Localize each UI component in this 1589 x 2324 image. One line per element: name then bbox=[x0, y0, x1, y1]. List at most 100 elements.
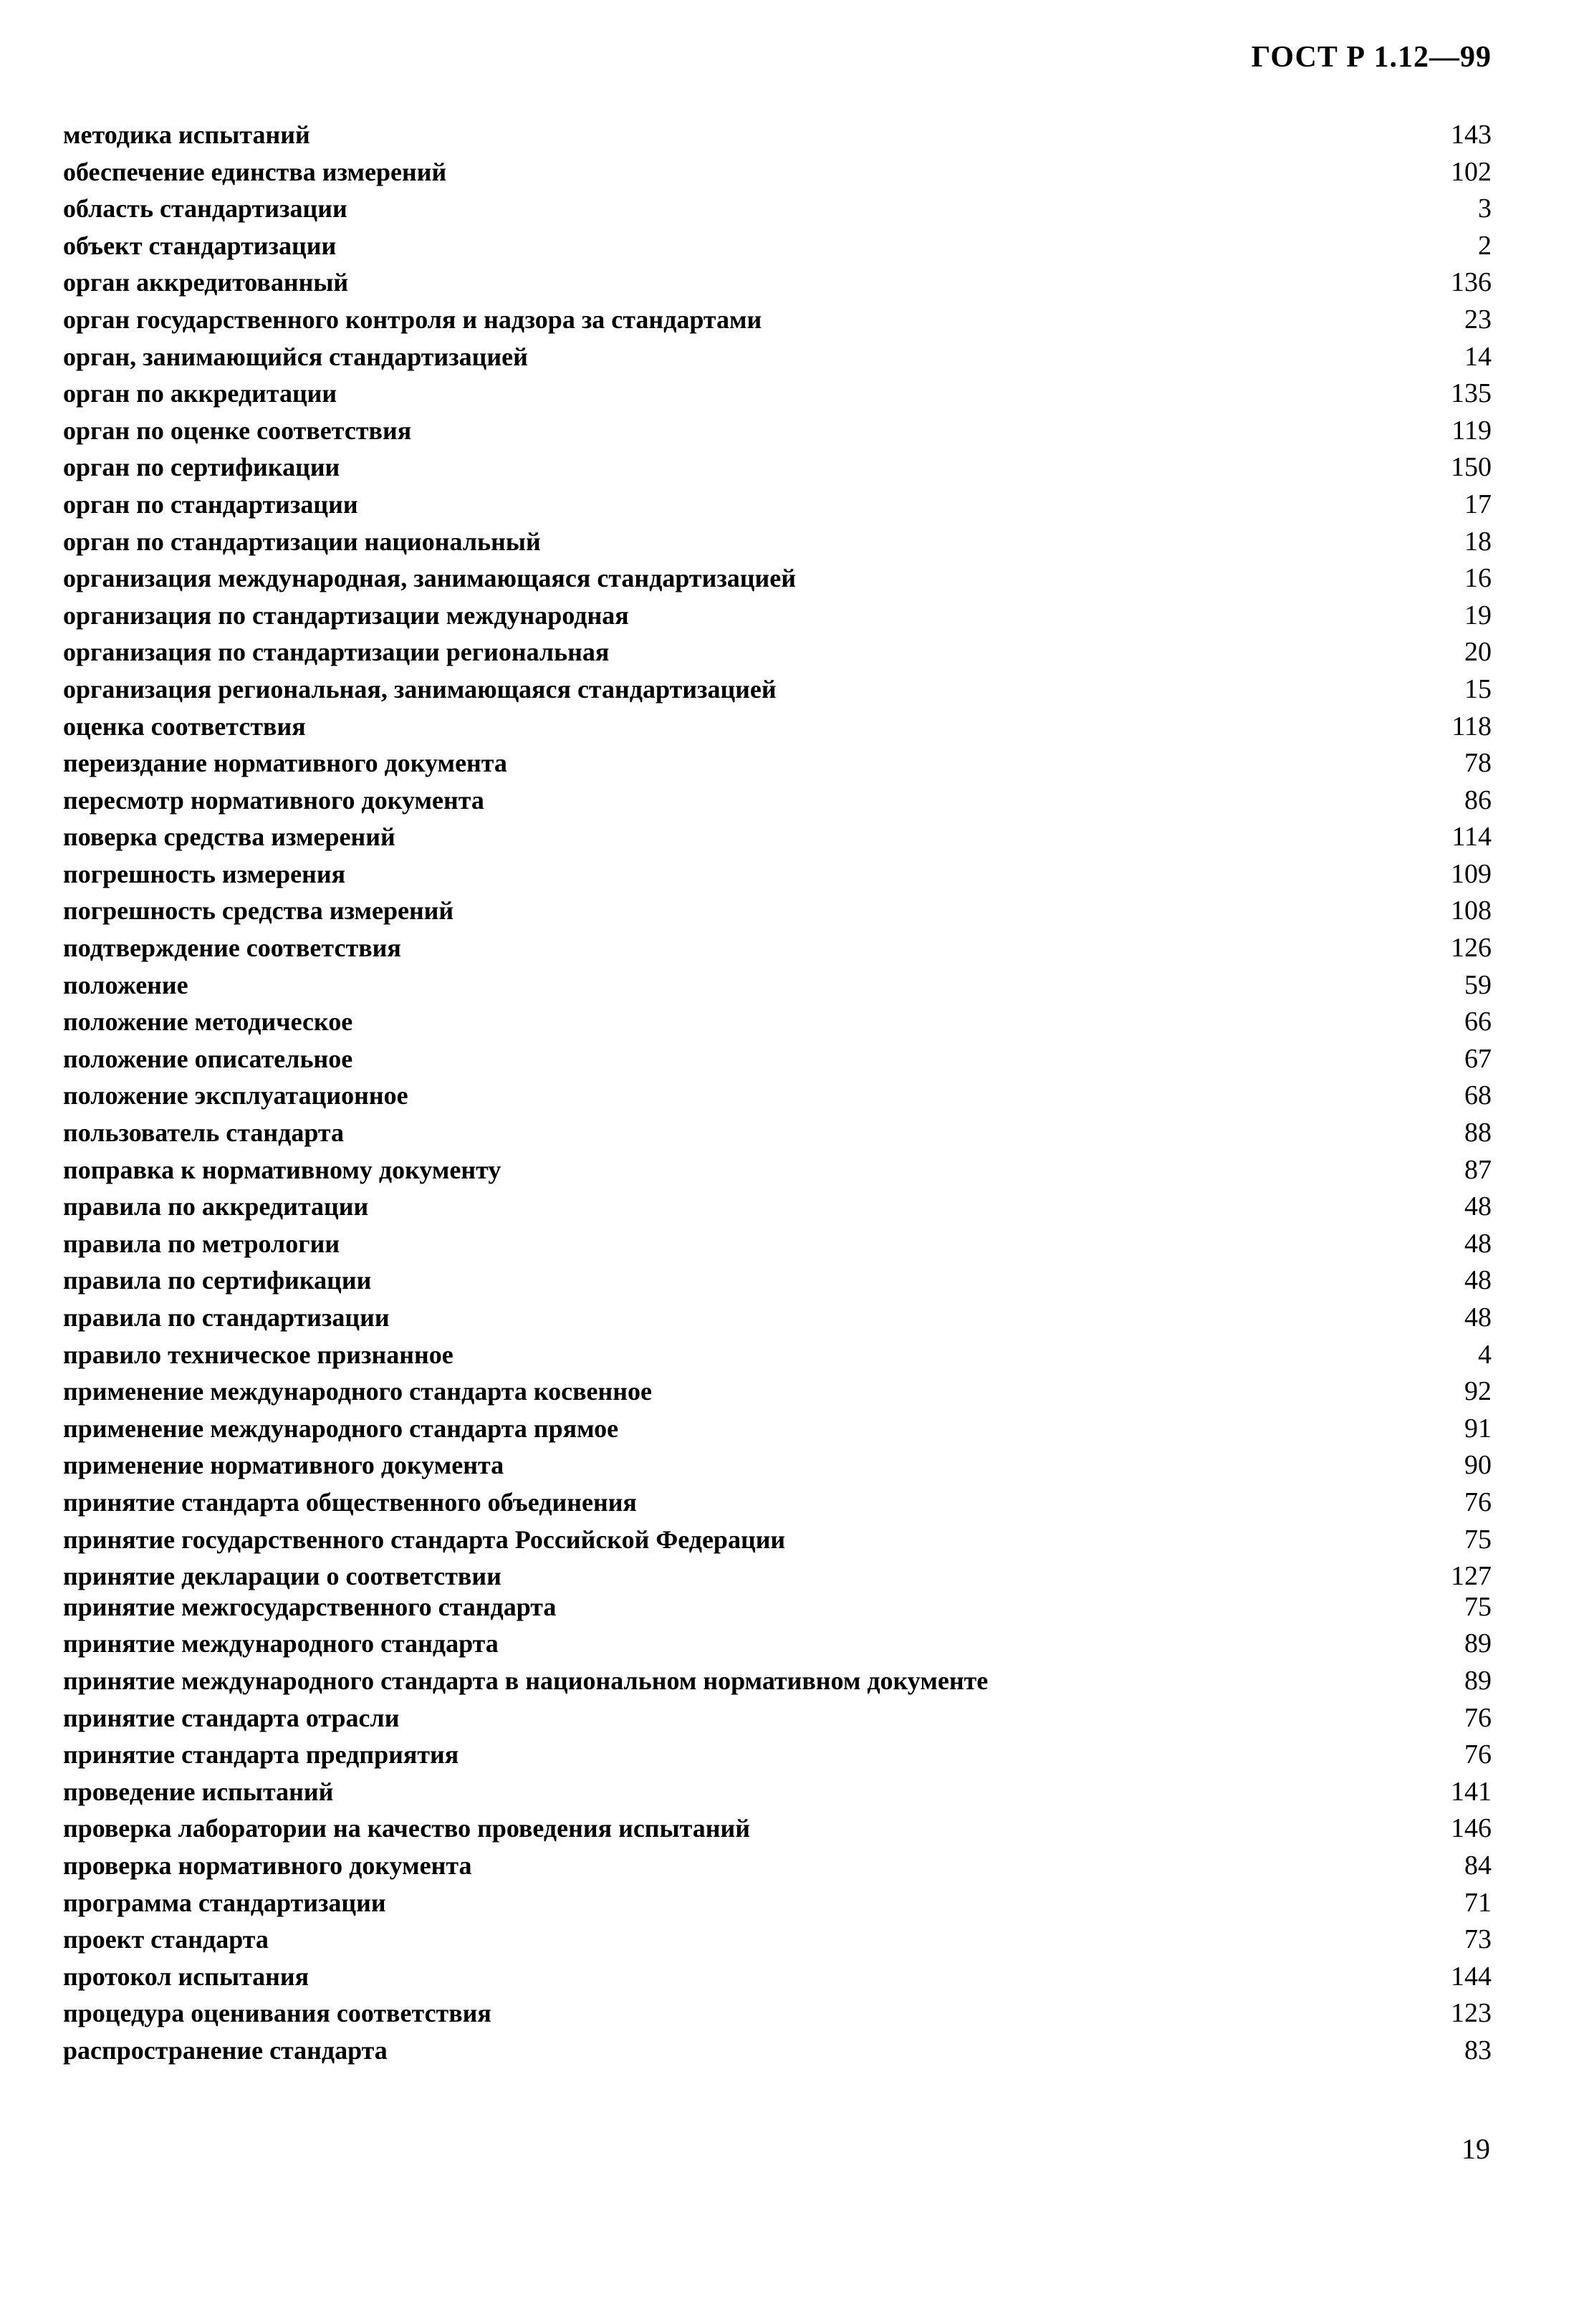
index-page-ref: 48 bbox=[1464, 1228, 1492, 1259]
index-entry: оценка соответствия 118 bbox=[63, 709, 1492, 746]
index-entry: организация по стандартизации международ… bbox=[63, 597, 1492, 635]
index-page-ref: 14 bbox=[1464, 341, 1492, 372]
index-page-ref: 20 bbox=[1464, 637, 1492, 668]
index-entry: принятие стандарта предприятия 76 bbox=[63, 1737, 1492, 1774]
index-term: орган по стандартизации bbox=[63, 489, 358, 519]
index-term: принятие международного стандарта bbox=[63, 1629, 499, 1658]
index-page-ref: 71 bbox=[1464, 1887, 1492, 1918]
index-entry: принятие стандарта общественного объедин… bbox=[63, 1484, 1492, 1522]
index-entry: организация международная, занимающаяся … bbox=[63, 560, 1492, 597]
index-term: принятие стандарта отрасли bbox=[63, 1703, 400, 1732]
index-page-ref: 87 bbox=[1464, 1154, 1492, 1185]
index-page-ref: 48 bbox=[1464, 1191, 1492, 1222]
index-entry: поверка средства измерений 114 bbox=[63, 819, 1492, 856]
index-page-ref: 88 bbox=[1464, 1118, 1492, 1148]
index-entry: пересмотр нормативного документа 86 bbox=[63, 782, 1492, 820]
index-term: правила по аккредитации bbox=[63, 1192, 369, 1221]
index-page-ref: 66 bbox=[1464, 1007, 1492, 1037]
index-list: методика испытаний 143 обеспечение единс… bbox=[63, 117, 1492, 2069]
index-entry: поправка к нормативному документу 87 bbox=[63, 1152, 1492, 1189]
index-term: положение методическое bbox=[63, 1007, 353, 1037]
index-entry: орган по стандартизации национальный 18 bbox=[63, 524, 1492, 561]
index-term: распространение стандарта bbox=[63, 2035, 388, 2065]
index-term: пользователь стандарта bbox=[63, 1118, 344, 1148]
index-term: правила по стандартизации bbox=[63, 1303, 390, 1332]
index-entry: принятие межгосударственного стандарта 7… bbox=[63, 1589, 1492, 1626]
index-entry: правила по аккредитации 48 bbox=[63, 1189, 1492, 1226]
index-page-ref: 15 bbox=[1464, 673, 1492, 704]
index-entry: погрешность средства измерений 108 bbox=[63, 893, 1492, 930]
index-term: организация региональная, занимающаяся с… bbox=[63, 674, 777, 704]
index-page-ref: 126 bbox=[1451, 933, 1492, 964]
index-term: переиздание нормативного документа bbox=[63, 749, 507, 778]
index-page-ref: 89 bbox=[1464, 1665, 1492, 1696]
index-page-ref: 84 bbox=[1464, 1850, 1492, 1881]
index-page-ref: 150 bbox=[1451, 452, 1492, 483]
index-page-ref: 3 bbox=[1478, 193, 1492, 224]
index-page-ref: 17 bbox=[1464, 489, 1492, 519]
index-page-ref: 78 bbox=[1464, 748, 1492, 779]
index-entry: переиздание нормативного документа 78 bbox=[63, 745, 1492, 782]
page-number: 19 bbox=[1461, 2133, 1490, 2165]
index-entry: область стандартизации 3 bbox=[63, 191, 1492, 228]
index-page-ref: 76 bbox=[1464, 1702, 1492, 1733]
index-entry: орган по сертификации 150 bbox=[63, 449, 1492, 486]
index-entry: орган по аккредитации 135 bbox=[63, 375, 1492, 413]
index-page-ref: 76 bbox=[1464, 1487, 1492, 1517]
index-entry: проект стандарта 73 bbox=[63, 1921, 1492, 1959]
index-entry: обеспечение единства измерений 102 bbox=[63, 154, 1492, 191]
index-entry: правило техническое признанное 4 bbox=[63, 1337, 1492, 1374]
index-entry: погрешность измерения 109 bbox=[63, 856, 1492, 893]
index-term: принятие международного стандарта в наци… bbox=[63, 1666, 989, 1695]
index-entry: программа стандартизации 71 bbox=[63, 1885, 1492, 1922]
index-page-ref: 83 bbox=[1464, 2035, 1492, 2065]
index-term: погрешность измерения bbox=[63, 859, 346, 888]
index-page-ref: 141 bbox=[1451, 1776, 1492, 1807]
index-term: принятие межгосударственного стандарта bbox=[63, 1592, 557, 1621]
index-term: поправка к нормативному документу bbox=[63, 1155, 501, 1184]
index-entry: принятие международного стандарта 89 bbox=[63, 1626, 1492, 1663]
index-entry: методика испытаний 143 bbox=[63, 117, 1492, 154]
index-entry: правила по стандартизации 48 bbox=[63, 1300, 1492, 1337]
index-term: проект стандарта bbox=[63, 1925, 269, 1954]
index-page-ref: 59 bbox=[1464, 969, 1492, 1000]
index-page-ref: 135 bbox=[1451, 378, 1492, 409]
index-term: программа стандартизации bbox=[63, 1888, 386, 1917]
index-entry: распространение стандарта 83 bbox=[63, 2032, 1492, 2070]
index-page-ref: 68 bbox=[1464, 1080, 1492, 1111]
index-page-ref: 136 bbox=[1451, 267, 1492, 298]
index-term: орган по аккредитации bbox=[63, 379, 337, 408]
index-page-ref: 86 bbox=[1464, 784, 1492, 815]
index-term: положение описательное bbox=[63, 1044, 353, 1073]
index-entry: орган по стандартизации 17 bbox=[63, 486, 1492, 524]
index-page-ref: 102 bbox=[1451, 156, 1492, 187]
index-term: пересмотр нормативного документа bbox=[63, 785, 484, 815]
index-entry: пользователь стандарта 88 bbox=[63, 1115, 1492, 1152]
index-entry: положение методическое 66 bbox=[63, 1004, 1492, 1041]
index-page-ref: 91 bbox=[1464, 1413, 1492, 1444]
index-term: методика испытаний bbox=[63, 120, 310, 149]
index-entry: применение нормативного документа 90 bbox=[63, 1447, 1492, 1484]
index-page-ref: 75 bbox=[1464, 1524, 1492, 1555]
index-page-ref: 16 bbox=[1464, 563, 1492, 594]
index-entry: проведение испытаний 141 bbox=[63, 1774, 1492, 1811]
index-term: процедура оценивания соответствия bbox=[63, 1999, 491, 2028]
index-entry: применение международного стандарта косв… bbox=[63, 1373, 1492, 1411]
index-entry: орган аккредитованный 136 bbox=[63, 264, 1492, 302]
index-term: область стандартизации bbox=[63, 194, 347, 224]
index-term: орган по оценке соответствия bbox=[63, 416, 412, 445]
index-page-ref: 48 bbox=[1464, 1265, 1492, 1296]
index-term: орган по стандартизации национальный bbox=[63, 527, 541, 556]
index-entry: принятие государственного стандарта Росс… bbox=[63, 1522, 1492, 1559]
index-entry: принятие декларации о соответствии 127 bbox=[63, 1558, 1492, 1595]
index-page-ref: 48 bbox=[1464, 1302, 1492, 1333]
index-page-ref: 92 bbox=[1464, 1376, 1492, 1407]
index-entry: правила по сертификации 48 bbox=[63, 1262, 1492, 1300]
index-term: положение эксплуатационное bbox=[63, 1081, 408, 1110]
index-term: орган государственного контроля и надзор… bbox=[63, 304, 762, 334]
index-page-ref: 146 bbox=[1451, 1813, 1492, 1844]
index-page-ref: 143 bbox=[1451, 120, 1492, 150]
index-term: орган по сертификации bbox=[63, 453, 340, 482]
index-page-ref: 67 bbox=[1464, 1043, 1492, 1074]
